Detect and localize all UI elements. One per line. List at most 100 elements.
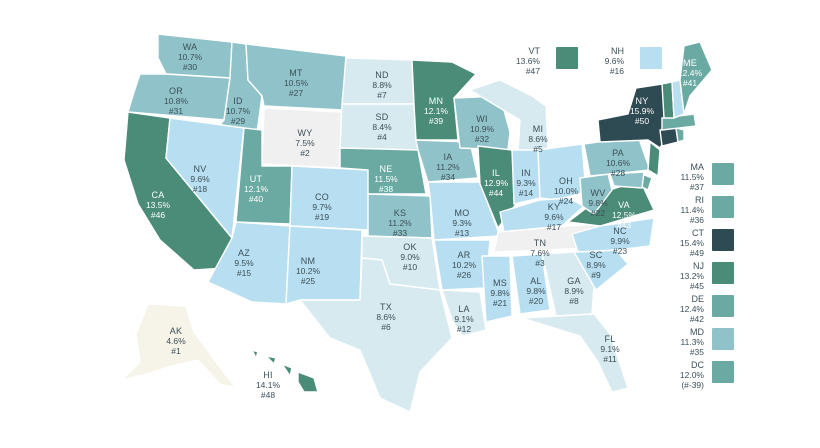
state-rank: #20 [528,296,544,306]
sidebar-rank: #42 [689,314,704,324]
state-pct: 8.6% [528,134,548,144]
state-md[interactable] [609,171,645,189]
state-code: CA [151,190,165,200]
state-pct: 9.1% [454,314,474,324]
state-code: AZ [238,248,250,258]
callout-swatch-nh[interactable] [640,47,662,69]
state-code: WI [476,114,488,124]
state-pct: 10.8% [163,96,189,106]
state-rank: #44 [488,188,504,198]
state-label-nv: NV 9.6% #18 [190,164,209,194]
state-code: MS [493,278,507,288]
sidebar-pct: 15.4% [679,238,704,248]
state-pct: 10.2% [451,260,477,270]
state-code: OR [169,86,183,96]
state-label-mo: MO 9.3% #13 [452,208,471,238]
state-label-id: ID 10.7% #29 [226,96,250,126]
state-label-nc: NC 9.9% #23 [610,226,629,256]
state-rank: #43 [616,220,632,230]
state-nj[interactable] [647,141,661,177]
state-pct: 12.1% [423,106,449,116]
state-rank: #26 [456,270,472,280]
state-rank: #11 [603,354,617,364]
state-pct: 9.8% [526,286,546,296]
state-pct: 9.8% [588,198,608,208]
state-ms[interactable] [481,255,513,323]
state-pct: 10.7% [225,106,251,116]
callout-code: VT [528,46,540,56]
state-pct: 8.6% [376,312,396,322]
sidebar-code: DC [691,360,704,370]
state-pct: 12.1% [243,184,269,194]
state-fl[interactable] [521,313,629,393]
sidebar-swatch-de[interactable] [712,295,734,317]
state-label-wv: WV 9.8% #22 [588,188,607,218]
state-label-mt: MT 10.5% #27 [284,68,308,98]
state-pct: 12.9% [483,178,509,188]
state-ri[interactable] [675,127,685,143]
state-ak[interactable] [121,303,237,389]
state-code: KS [393,208,407,218]
sidebar-swatch-md[interactable] [712,328,734,350]
state-code: MT [289,68,303,78]
state-pct: 9.1% [600,344,620,354]
sidebar-code: NJ [693,261,704,271]
state-me[interactable] [679,41,713,115]
state-pct: 7.5% [295,138,315,148]
state-code: AK [169,326,183,336]
sidebar-swatch-nj[interactable] [712,262,734,284]
state-rank: #30 [182,62,198,72]
sidebar-rank: #37 [689,182,704,192]
state-pct: 9.6% [544,212,564,222]
sidebar-code: CT [692,228,704,238]
state-pct: 8.4% [372,122,392,132]
sidebar-swatch-ri[interactable] [712,196,734,218]
state-label-ny: NY 15.9% #50 [630,96,654,126]
state-al[interactable] [511,253,551,315]
sidebar-swatch-ct[interactable] [712,229,734,251]
state-code: NC [613,226,627,236]
sidebar-pct: 12.4% [679,304,704,314]
state-code: PA [612,148,624,158]
state-code: TX [380,302,392,312]
sidebar-swatch-ma[interactable] [712,163,734,185]
callout-nh: NH 9.6% #16 [564,46,624,76]
state-code: NE [379,164,393,174]
state-pct: 13.5% [145,200,171,210]
state-la[interactable] [441,289,487,337]
state-label-az: AZ 9.5% #15 [234,248,253,278]
state-label-ms: MS 9.8% #21 [490,278,509,308]
state-pct: 10.7% [177,52,203,62]
state-rank: #9 [591,270,601,280]
state-oh[interactable] [537,143,587,201]
sidebar-swatch-dc[interactable] [712,361,734,383]
state-code: UT [249,174,263,184]
sidebar-entry-ri: RI 11.4% #36 [644,195,704,225]
state-label-ne: NE 11.5% #38 [374,164,397,194]
state-label-sd: SD 8.4% #4 [372,112,391,142]
state-rank: #25 [300,276,316,286]
state-code: MN [428,96,444,106]
state-code: WA [182,42,198,52]
state-pct: 10.5% [283,78,309,88]
state-ct[interactable] [659,127,679,147]
state-mt[interactable] [245,43,347,111]
state-rank: #40 [248,194,264,204]
state-ga[interactable] [541,251,595,317]
state-label-wy: WY 7.5% #2 [295,128,314,158]
state-hi[interactable] [251,349,319,393]
state-rank: #17 [546,222,562,232]
state-code: NY [635,96,649,106]
callout-swatch-vt[interactable] [556,47,578,69]
state-label-sc: SC 8.9% #9 [586,250,605,280]
callout-rank: #47 [525,66,540,76]
sidebar-pct: 12.0% [679,370,704,380]
state-rank: #28 [610,168,626,178]
state-mi[interactable] [469,79,549,155]
callout-pct: 9.6% [604,56,624,66]
state-tx[interactable] [299,257,453,413]
state-label-la: LA 9.1% #12 [454,304,473,334]
state-mo[interactable] [427,181,501,241]
state-rank: #4 [377,132,387,142]
state-code: OK [403,242,417,252]
